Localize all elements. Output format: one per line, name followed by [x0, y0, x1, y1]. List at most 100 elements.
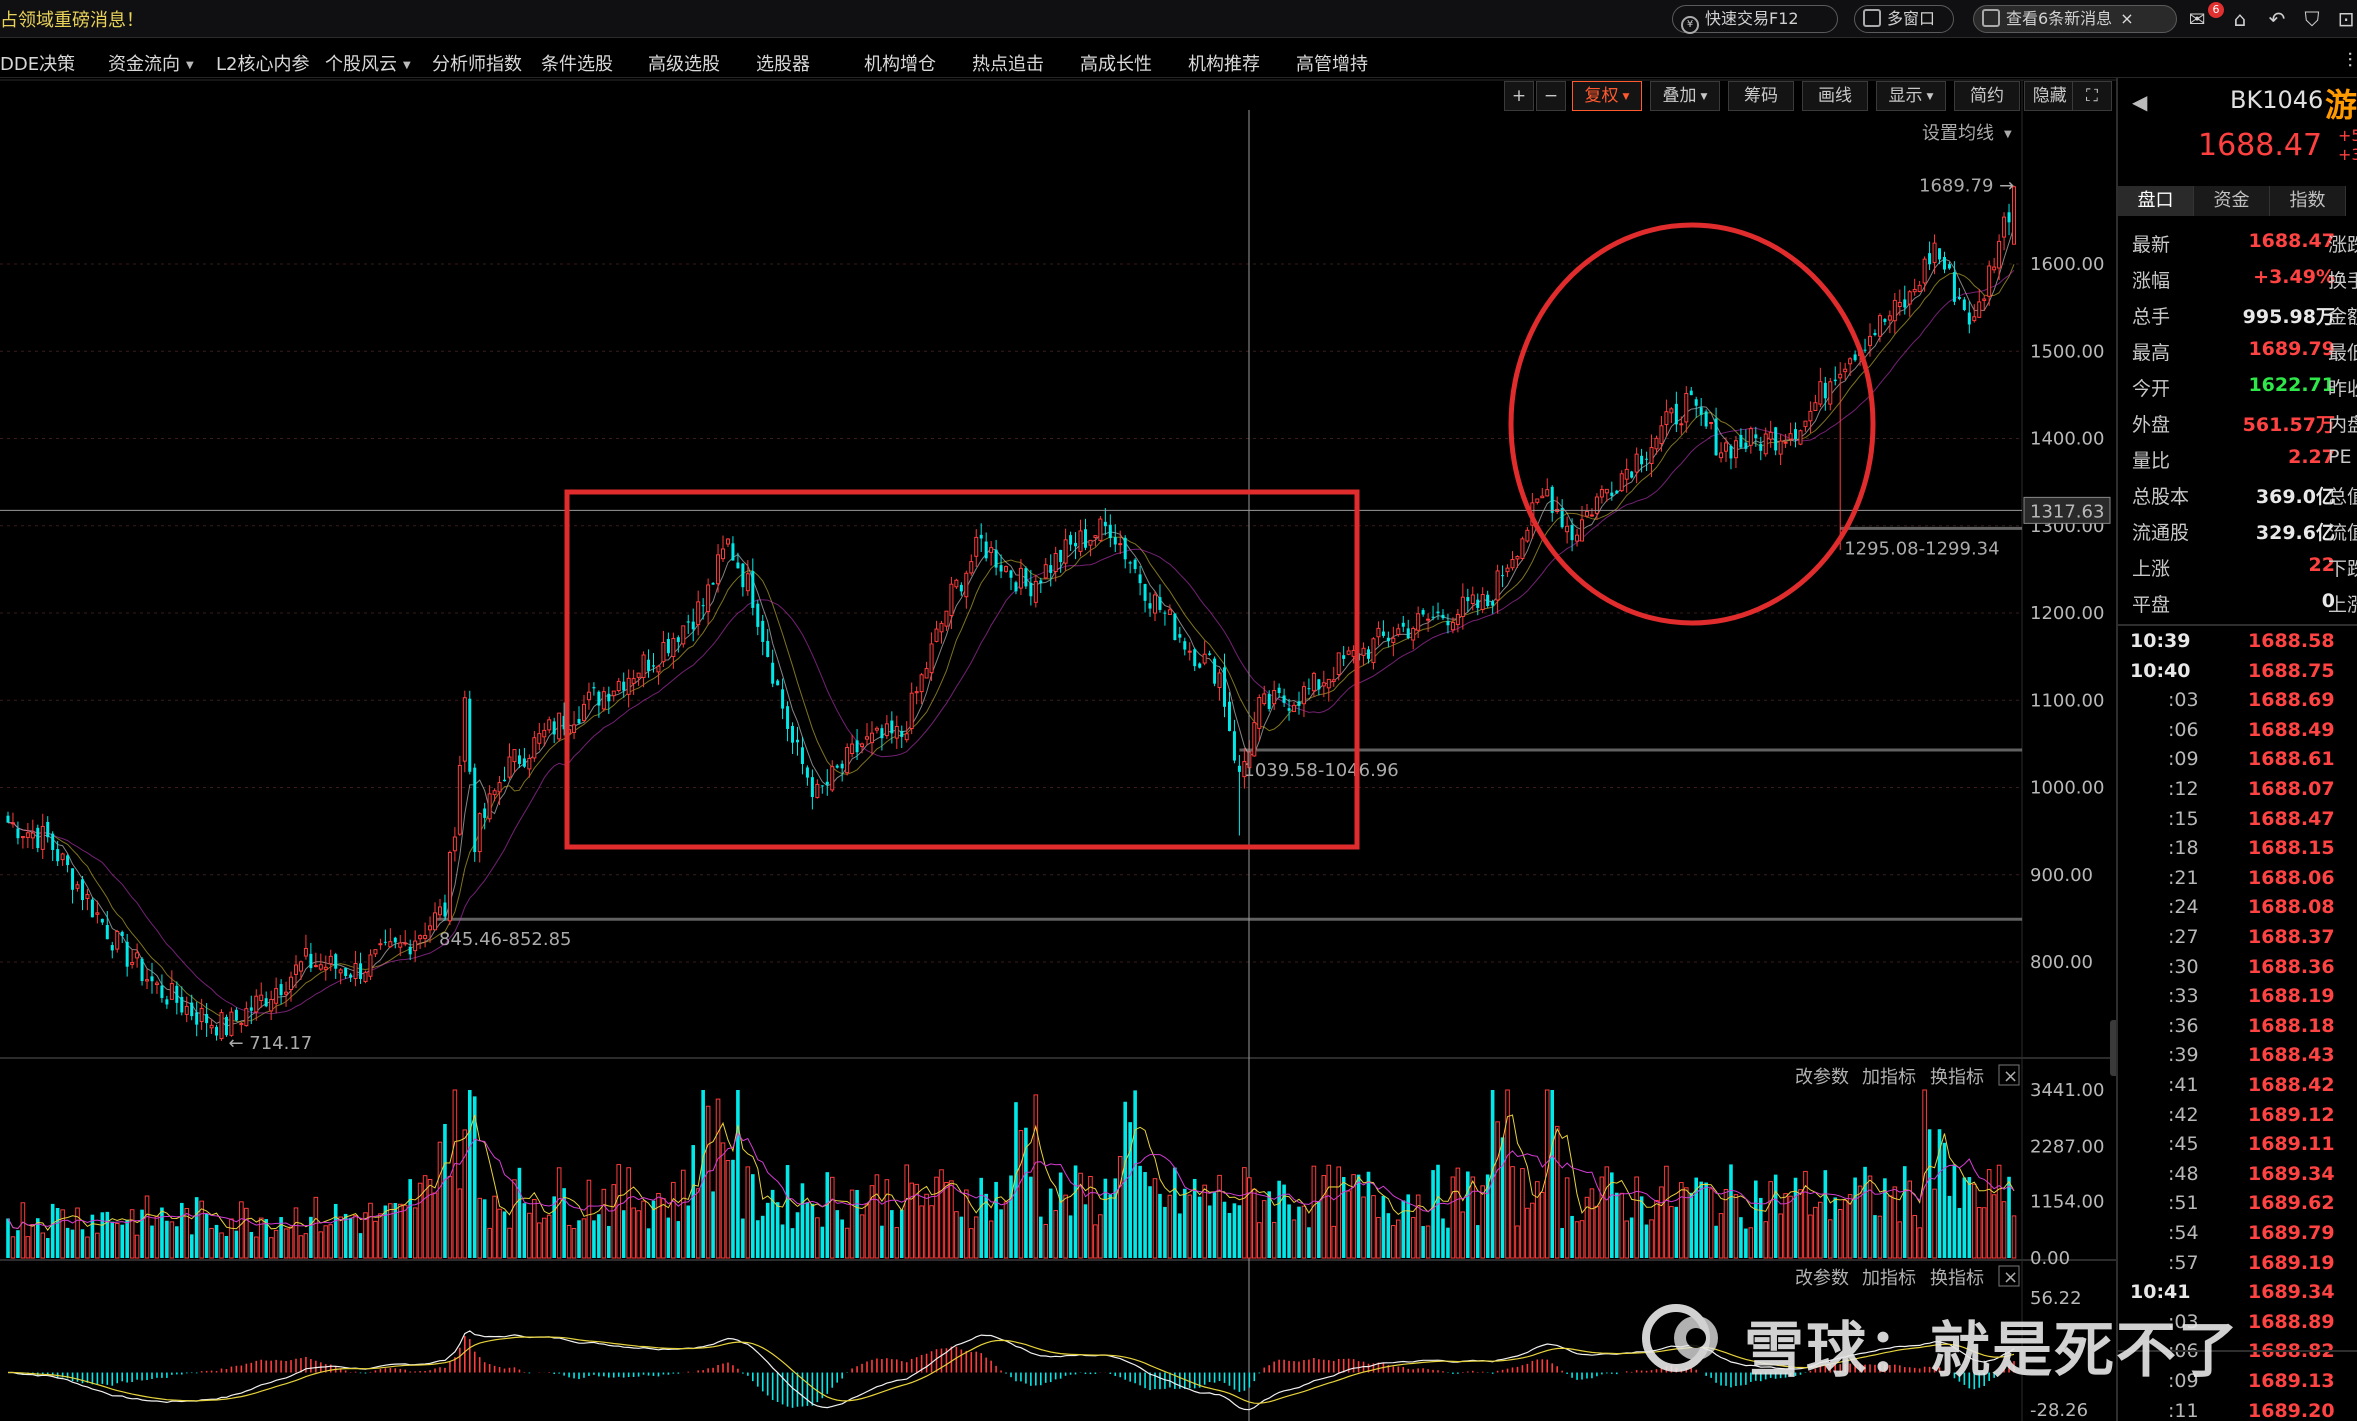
candle-up	[1187, 650, 1192, 653]
candle-up	[1932, 242, 1937, 263]
kline-chart[interactable]: 1600.001500.001400.001300.001200.001100.…	[0, 0, 2116, 1421]
tick-row: :21 1688.06	[2118, 863, 2357, 893]
menu-advanced-screen[interactable]: 高级选股	[648, 54, 720, 75]
mail-icon[interactable]: ✉	[2188, 7, 2206, 31]
watermark-text: 雪球：就是死不了	[1744, 1316, 2240, 1386]
volume-bar	[1331, 1225, 1337, 1259]
candle-down	[1113, 537, 1117, 545]
volume-bar	[1018, 1130, 1024, 1259]
tick-time: :48	[2168, 1162, 2199, 1185]
candle-down	[90, 899, 94, 918]
news-close-icon[interactable]: ×	[2120, 9, 2134, 28]
candle-up	[115, 931, 120, 950]
candle-up	[1619, 473, 1624, 492]
vol-swap-indicator-button[interactable]: 换指标	[1930, 1067, 1984, 1088]
y-tick-label: 900.00	[2030, 865, 2093, 886]
news-ticker[interactable]: 占领域重磅消息！	[0, 10, 144, 31]
candle-up	[60, 853, 65, 861]
macd-close-icon[interactable]: ×	[2003, 1267, 2018, 1288]
candle-down	[761, 620, 765, 642]
menu-fund-flow[interactable]: 资金流向 ▼	[108, 54, 194, 75]
macd-swap-indicator-button[interactable]: 换指标	[1930, 1268, 1984, 1289]
candle-up	[40, 825, 45, 850]
panel-collapse-handle[interactable]	[2110, 1020, 2120, 1076]
tab-order-book[interactable]: 盘口	[2118, 186, 2194, 216]
volume-bar	[909, 1182, 914, 1259]
tick-row: :54 1689.79	[2118, 1218, 2357, 1248]
tick-price: 1688.37	[2248, 926, 2335, 948]
tab-funds[interactable]: 资金	[2194, 186, 2270, 216]
menu-analyst-index[interactable]: 分析师指数	[432, 54, 522, 75]
tab-index[interactable]: 指数	[2270, 186, 2346, 216]
volume-bar	[209, 1227, 214, 1259]
tick-time: :39	[2168, 1044, 2199, 1067]
candle-up	[850, 743, 855, 754]
candle-down	[676, 637, 680, 643]
menu-stock-news[interactable]: 个股风云 ▼	[325, 54, 411, 75]
undo-icon[interactable]: ↶	[2268, 7, 2286, 31]
vol-close-icon[interactable]: ×	[2003, 1066, 2018, 1087]
candle-down	[1441, 614, 1445, 619]
macd-add-indicator-button[interactable]: 加指标	[1862, 1268, 1916, 1289]
macd-close-box[interactable]	[1998, 1265, 2020, 1287]
menu-inst-increase[interactable]: 机构增仓	[864, 54, 936, 75]
candle-up	[1043, 564, 1048, 579]
draw-line-button[interactable]: 画线	[1802, 81, 1868, 111]
candle-up	[532, 737, 537, 759]
zoom-out-button[interactable]: −	[1536, 81, 1566, 111]
news-icon	[1982, 9, 2000, 27]
tick-time: :11	[2168, 1399, 2199, 1421]
volume-bar	[844, 1227, 850, 1259]
vol-close-box[interactable]	[1998, 1064, 2020, 1086]
overlay-button[interactable]: 叠加 ▼	[1650, 81, 1720, 111]
volume-bar	[517, 1167, 522, 1258]
menu-exec-increase[interactable]: 高管增持	[1296, 54, 1368, 75]
menu-dde[interactable]: DDE决策	[0, 54, 76, 75]
stat-value: 22	[2308, 554, 2335, 576]
candle-down	[890, 720, 894, 734]
volume-bar	[179, 1202, 184, 1258]
volume-bar	[1778, 1213, 1783, 1259]
menu-inst-recommend[interactable]: 机构推荐	[1188, 54, 1260, 75]
volume-bar	[20, 1202, 26, 1259]
pin-icon[interactable]: ⫶	[2347, 48, 2353, 72]
candle-down	[562, 715, 566, 730]
volume-bar	[110, 1221, 115, 1258]
volume-bar	[1510, 1166, 1515, 1259]
gap-label: 1039.58-1046.96	[1243, 760, 1398, 781]
simple-button[interactable]: 简约	[1954, 81, 2020, 111]
candle-up	[452, 836, 457, 852]
volume-bar	[621, 1210, 626, 1258]
multi-window-button[interactable]: 多窗口	[1854, 5, 1954, 33]
shirt-icon[interactable]: ⛉	[2304, 7, 2320, 31]
menu-condition-screen[interactable]: 条件选股	[541, 54, 613, 75]
tick-time: :12	[2168, 778, 2199, 800]
news-button[interactable]: 查看6条新消息 ×	[1973, 5, 2177, 33]
chips-button[interactable]: 筹码	[1728, 81, 1794, 111]
candle-down	[756, 603, 760, 627]
adjust-button[interactable]: 复权 ▼	[1572, 81, 1642, 111]
candle-up	[1972, 316, 1977, 322]
volume-bar	[1043, 1223, 1049, 1259]
tick-price: 1689.79	[2248, 1222, 2335, 1244]
candle-up	[403, 942, 408, 945]
stat-key-secondary: 最低	[2328, 342, 2357, 364]
lock-icon[interactable]: ⊡	[2337, 7, 2355, 31]
display-button[interactable]: 显示 ▼	[1876, 81, 1946, 111]
fullscreen-button[interactable]: ⛶	[2072, 81, 2112, 111]
quick-trade-button[interactable]: ¥ 快速交易F12	[1672, 5, 1838, 34]
volume-bar	[214, 1224, 219, 1258]
vol-add-indicator-button[interactable]: 加指标	[1862, 1067, 1916, 1088]
macd-params-button[interactable]: 改参数	[1795, 1268, 1849, 1289]
menu-l2-insider[interactable]: L2核心内参	[216, 54, 310, 75]
menu-high-growth[interactable]: 高成长性	[1080, 54, 1152, 75]
menu-stock-picker[interactable]: 选股器	[756, 54, 810, 75]
candle-down	[1282, 695, 1286, 703]
vol-params-button[interactable]: 改参数	[1795, 1067, 1849, 1088]
back-arrow-icon[interactable]: ◀	[2132, 90, 2148, 114]
menu-hot-tracking[interactable]: 热点追击	[972, 54, 1044, 75]
home-icon[interactable]: ⌂	[2233, 7, 2247, 31]
zoom-in-button[interactable]: +	[1504, 81, 1534, 111]
set-ma-label[interactable]: 设置均线	[1922, 123, 1994, 144]
candle-down	[552, 721, 556, 735]
